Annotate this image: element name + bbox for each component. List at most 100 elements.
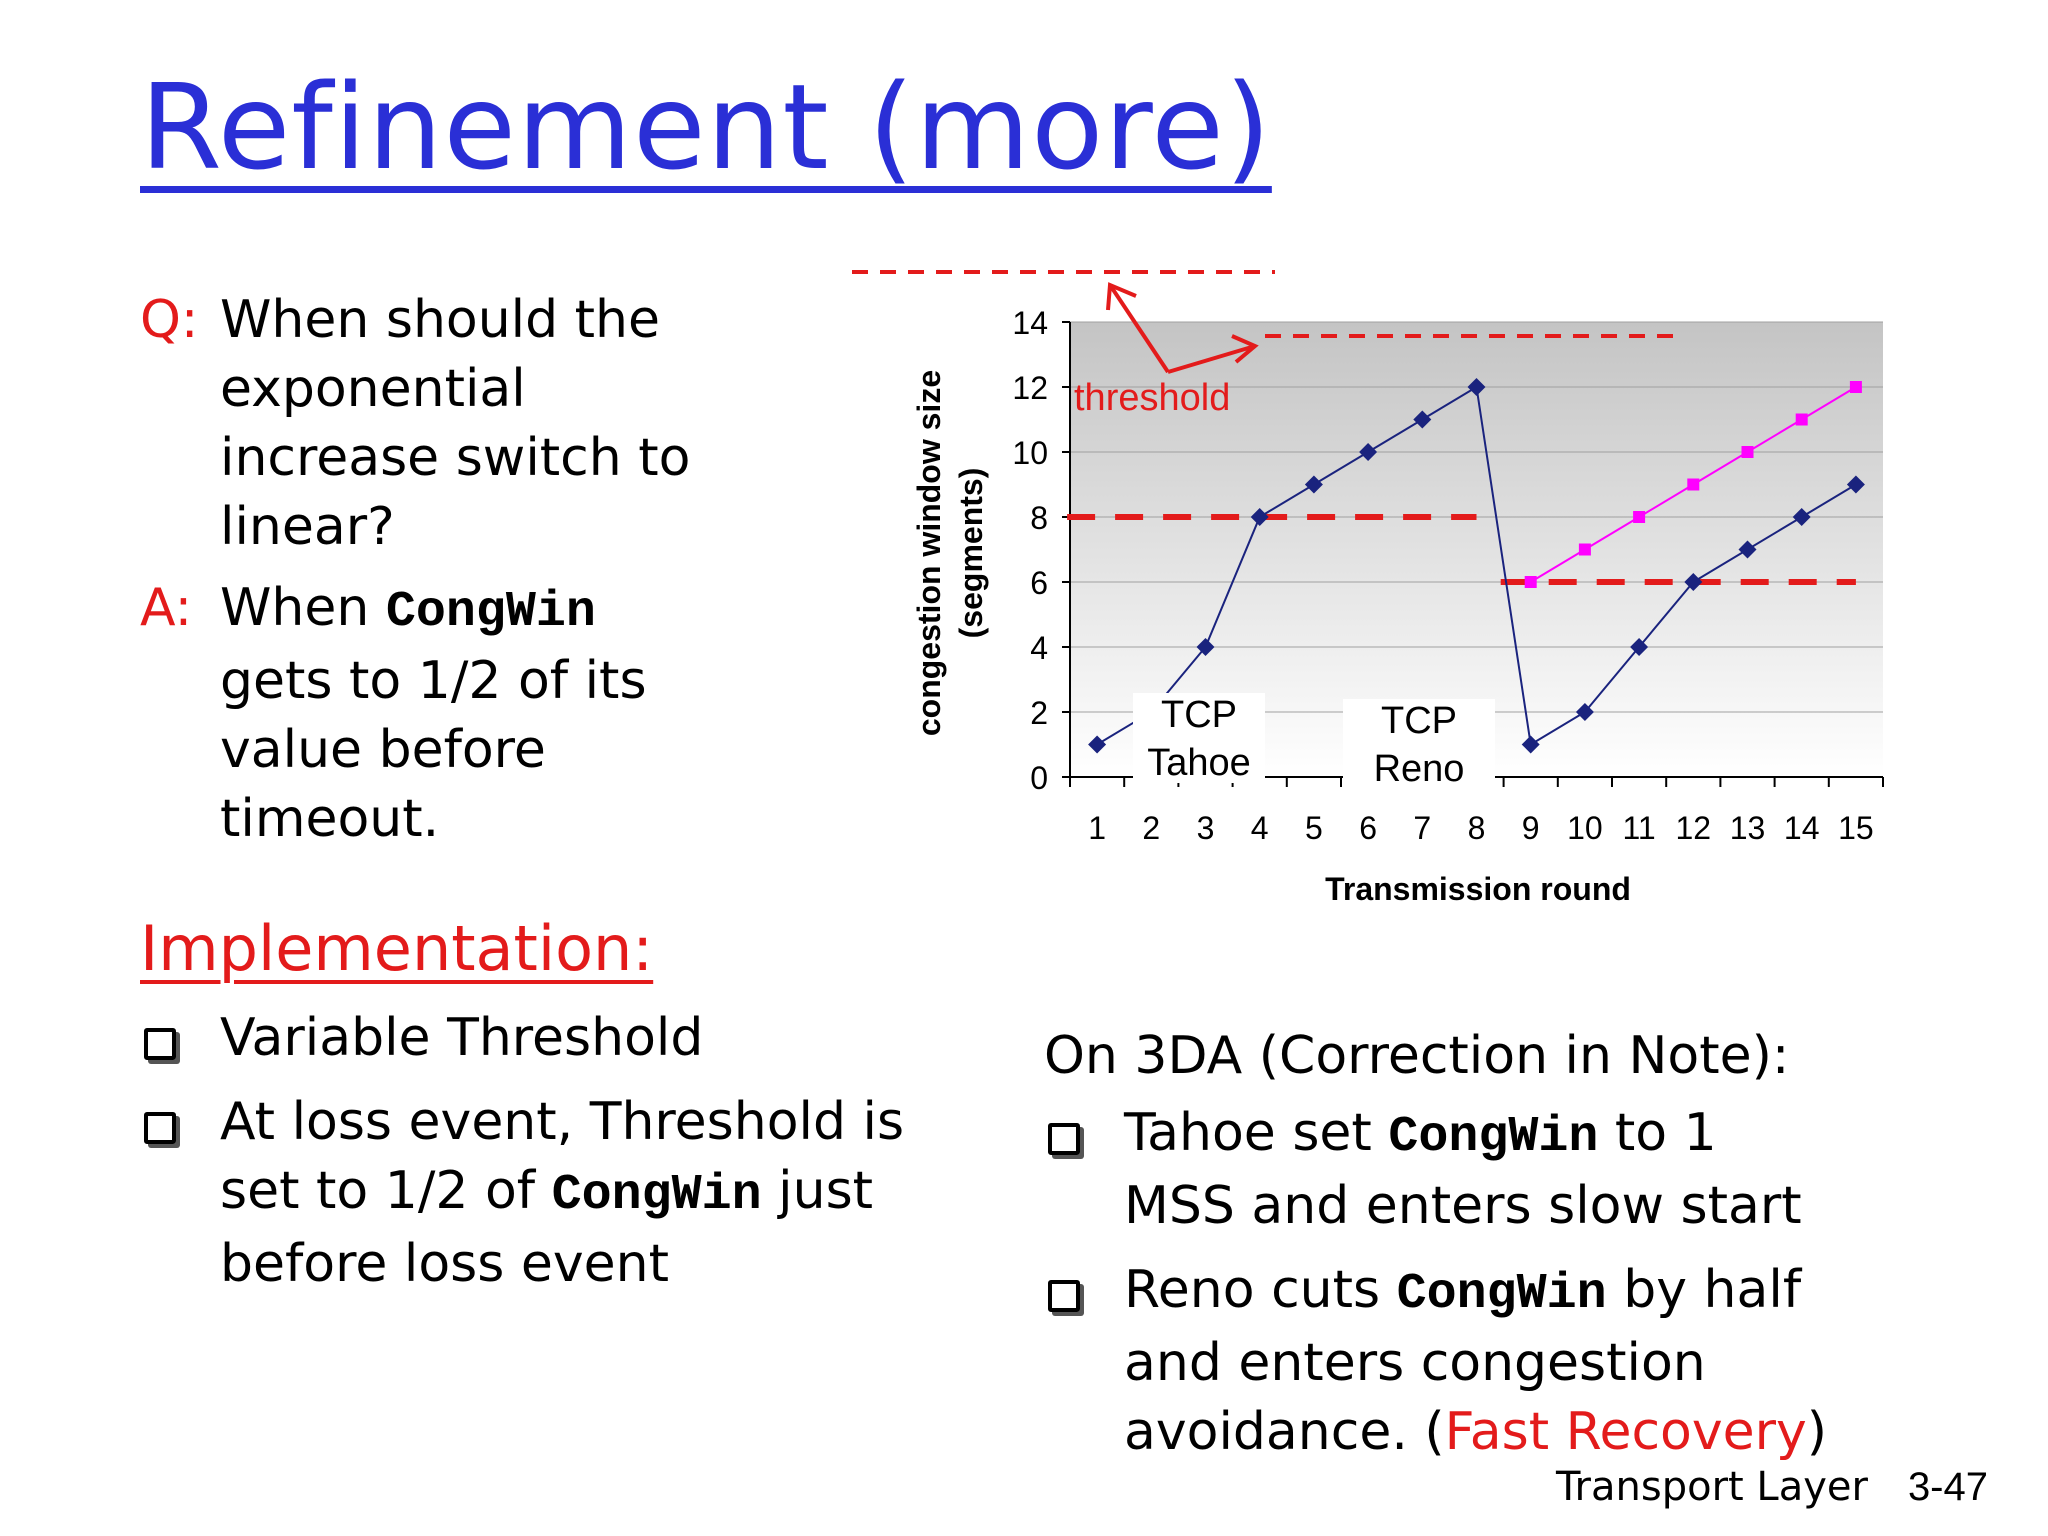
- data-point: [1250, 508, 1269, 526]
- q-line: linear?: [220, 497, 395, 557]
- x-tick-label: 8: [1468, 810, 1486, 846]
- list-item-text: before loss event: [220, 1234, 669, 1294]
- y-tick-label: 6: [1030, 565, 1048, 601]
- data-point: [1633, 511, 1646, 523]
- bullet-icon: [144, 1112, 176, 1144]
- fast-recovery-text: Fast Recovery: [1444, 1402, 1807, 1462]
- tahoe-label-line2: Tahoe: [1147, 742, 1251, 784]
- q-line: When should the: [220, 290, 660, 350]
- data-point: [1687, 478, 1700, 491]
- y-tick-label: 2: [1030, 695, 1048, 731]
- threshold-arrows: [1106, 282, 1259, 374]
- question-block: Q: When should the exponential increase s…: [140, 286, 690, 562]
- y-tick-label: 14: [1012, 305, 1048, 341]
- list-item-text: Reno cuts: [1124, 1260, 1397, 1320]
- tahoe-label-box: [1133, 693, 1265, 783]
- bullet-icon: [1048, 1123, 1080, 1155]
- answer-block: A: When CongWin gets to 1/2 of its value …: [140, 574, 647, 854]
- list-item: Reno cuts CongWin by half and enters con…: [1044, 1256, 1827, 1467]
- data-point: [1741, 446, 1754, 458]
- list-item-text: At loss event, Threshold is: [220, 1092, 905, 1152]
- data-point: [1630, 638, 1649, 656]
- data-point: [1846, 475, 1865, 494]
- q-label: Q:: [140, 290, 199, 350]
- a-line: value before: [220, 720, 546, 780]
- list-item-text: Variable Threshold: [220, 1008, 704, 1068]
- bullet-icon: [1048, 1280, 1080, 1312]
- a-line: gets to 1/2 of its: [220, 651, 647, 711]
- y-tick-label: 8: [1030, 500, 1048, 536]
- list-item-text: to 1: [1598, 1103, 1717, 1163]
- x-tick-label: 14: [1784, 810, 1820, 846]
- implementation-heading: Implementation:: [140, 912, 654, 985]
- x-tick-label: 10: [1567, 810, 1603, 846]
- page-number: 3-47: [1907, 1465, 1988, 1509]
- note-heading: On 3DA (Correction in Note):: [1044, 1026, 1790, 1086]
- reno-label-line2: Reno: [1374, 748, 1465, 790]
- x-tick-label: 11: [1622, 810, 1655, 846]
- list-item-text: by half: [1606, 1260, 1802, 1320]
- data-point: [1524, 576, 1537, 588]
- x-tick-label: 4: [1251, 810, 1269, 846]
- y-tick-label: 10: [1012, 435, 1048, 471]
- y-tick-label: 12: [1012, 370, 1048, 406]
- data-point: [1578, 543, 1591, 556]
- page-title: Refinement (more): [140, 58, 1272, 196]
- reno-label-line1: TCP: [1381, 700, 1457, 742]
- x-tick-label: 3: [1197, 810, 1215, 846]
- x-tick-label: 9: [1522, 810, 1540, 846]
- data-point: [1849, 381, 1862, 393]
- a-line: When: [220, 578, 386, 638]
- q-line: exponential: [220, 359, 526, 419]
- list-item-text: just: [761, 1161, 874, 1221]
- data-point: [1088, 735, 1107, 754]
- x-tick-label: 6: [1359, 810, 1377, 846]
- y-tick-label: 0: [1030, 760, 1048, 796]
- data-point: [1467, 378, 1486, 396]
- list-item-text: ): [1806, 1402, 1828, 1462]
- footer: Transport Layer 3-47: [1556, 1464, 1988, 1510]
- data-point: [1304, 475, 1323, 494]
- code-text: CongWin: [1388, 1109, 1599, 1166]
- q-line: increase switch to: [220, 428, 691, 488]
- code-text: CongWin: [551, 1167, 762, 1224]
- y-axis-label-line2: (segments): [953, 468, 989, 639]
- x-tick-label: 13: [1730, 810, 1766, 846]
- x-axis-label: Transmission round: [1325, 871, 1631, 907]
- list-item-text: set to 1/2 of: [220, 1161, 552, 1221]
- y-axis-label-line1: congestion window size: [911, 370, 947, 736]
- list-item: At loss event, Threshold is set to 1/2 o…: [140, 1088, 904, 1299]
- data-point: [1413, 410, 1432, 429]
- threshold-label: threshold: [1074, 377, 1230, 419]
- code-text: CongWin: [1396, 1266, 1607, 1323]
- y-tick-label: 4: [1030, 630, 1048, 666]
- reno-label-box: [1343, 699, 1495, 789]
- a-code: CongWin: [385, 584, 596, 641]
- footer-label: Transport Layer: [1556, 1464, 1868, 1510]
- x-tick-label: 15: [1838, 810, 1874, 846]
- data-point: [1196, 638, 1215, 656]
- x-tick-label: 1: [1088, 810, 1106, 846]
- note-block: On 3DA (Correction in Note): Tahoe set C…: [1044, 1022, 1827, 1482]
- implementation-list: Variable Threshold At loss event, Thresh…: [140, 1004, 904, 1314]
- data-point: [1738, 540, 1757, 559]
- data-point: [1795, 413, 1808, 426]
- list-item-text: MSS and enters slow start: [1124, 1176, 1802, 1236]
- list-item-text: Tahoe set: [1124, 1103, 1389, 1163]
- data-point: [1521, 735, 1540, 754]
- data-point: [1359, 443, 1378, 461]
- x-tick-label: 5: [1305, 810, 1323, 846]
- list-item: Tahoe set CongWin to 1 MSS and enters sl…: [1044, 1099, 1827, 1241]
- a-label: A:: [140, 578, 193, 638]
- x-tick-label: 12: [1676, 810, 1712, 846]
- x-tick-label: 2: [1142, 810, 1160, 846]
- tahoe-label-line1: TCP: [1161, 694, 1237, 736]
- list-item-text: avoidance. (: [1124, 1402, 1445, 1462]
- list-item: Variable Threshold: [140, 1004, 904, 1073]
- data-point: [1575, 703, 1594, 721]
- a-line: timeout.: [220, 789, 440, 849]
- list-item-text: and enters congestion: [1124, 1333, 1706, 1393]
- data-point: [1792, 508, 1811, 526]
- bullet-icon: [144, 1028, 176, 1060]
